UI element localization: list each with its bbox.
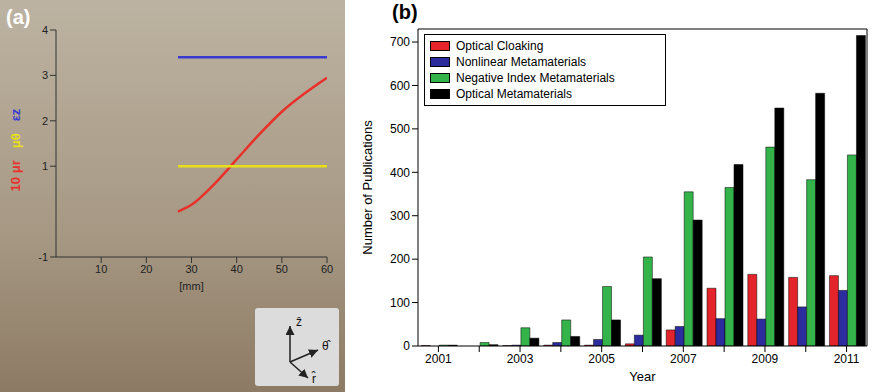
svg-text:50: 50 — [276, 263, 288, 275]
svg-text:2005: 2005 — [588, 352, 615, 366]
svg-text:[mm]: [mm] — [179, 280, 203, 292]
svg-text:10: 10 — [95, 263, 107, 275]
svg-text:-1: -1 — [38, 251, 48, 263]
svg-text:2001: 2001 — [425, 352, 452, 366]
svg-text:ẑ: ẑ — [296, 315, 302, 329]
svg-text:Year: Year — [629, 369, 656, 384]
html-text:Optical Metamaterials: Optical Metamaterials — [456, 87, 572, 101]
svg-text:200: 200 — [390, 252, 410, 266]
svg-text:30: 30 — [185, 263, 197, 275]
svg-text:400: 400 — [390, 166, 410, 180]
svg-text:2011: 2011 — [834, 352, 860, 366]
svg-text:2009: 2009 — [752, 352, 779, 366]
svg-text:600: 600 — [390, 79, 410, 93]
html-text:(b): (b) — [392, 1, 418, 23]
svg-text:40: 40 — [231, 263, 243, 275]
html-text:Optical Cloaking: Optical Cloaking — [456, 39, 544, 53]
svg-text:1: 1 — [42, 160, 48, 172]
svg-text:θ̂: θ̂ — [322, 339, 331, 353]
svg-text:10 μrμθεz: 10 μrμθεz — [8, 108, 23, 191]
html-text:Nonlinear Metamaterials: Nonlinear Metamaterials — [456, 55, 587, 69]
svg-text:700: 700 — [390, 35, 410, 49]
svg-text:2007: 2007 — [670, 352, 697, 366]
svg-text:20: 20 — [140, 263, 152, 275]
svg-text:60: 60 — [321, 263, 333, 275]
svg-text:2003: 2003 — [507, 352, 534, 366]
svg-text:(a): (a) — [6, 6, 30, 28]
svg-text:100: 100 — [390, 296, 410, 310]
svg-text:4: 4 — [42, 24, 48, 36]
svg-text:r̂: r̂ — [311, 371, 316, 386]
svg-text:0: 0 — [403, 339, 410, 353]
svg-text:2: 2 — [42, 115, 48, 127]
svg-text:3: 3 — [42, 69, 48, 81]
html-text:Negative Index Metamaterials: Negative Index Metamaterials — [456, 71, 615, 85]
svg-text:300: 300 — [390, 209, 410, 223]
svg-text:500: 500 — [390, 122, 410, 136]
svg-text:Number of Publications: Number of Publications — [360, 120, 375, 255]
